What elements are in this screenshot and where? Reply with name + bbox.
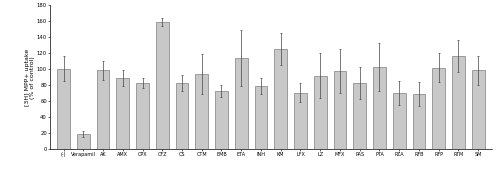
Bar — [57, 69, 70, 149]
Bar — [215, 91, 228, 149]
Bar — [393, 92, 406, 149]
Bar — [274, 49, 287, 149]
Bar — [472, 70, 485, 149]
Y-axis label: [3H] MPP+ uptake
(% of control): [3H] MPP+ uptake (% of control) — [25, 49, 35, 106]
Bar — [175, 83, 188, 149]
Bar — [195, 74, 208, 149]
Bar — [235, 58, 248, 149]
Bar — [96, 70, 109, 149]
Bar — [452, 56, 465, 149]
Bar — [314, 76, 327, 149]
Bar — [77, 134, 89, 149]
Bar — [116, 78, 129, 149]
Bar — [333, 71, 346, 149]
Bar — [156, 22, 168, 149]
Bar — [294, 92, 307, 149]
Bar — [136, 83, 149, 149]
Bar — [254, 86, 267, 149]
Bar — [432, 68, 445, 149]
Bar — [373, 67, 386, 149]
Bar — [413, 94, 425, 149]
Bar — [353, 83, 366, 149]
